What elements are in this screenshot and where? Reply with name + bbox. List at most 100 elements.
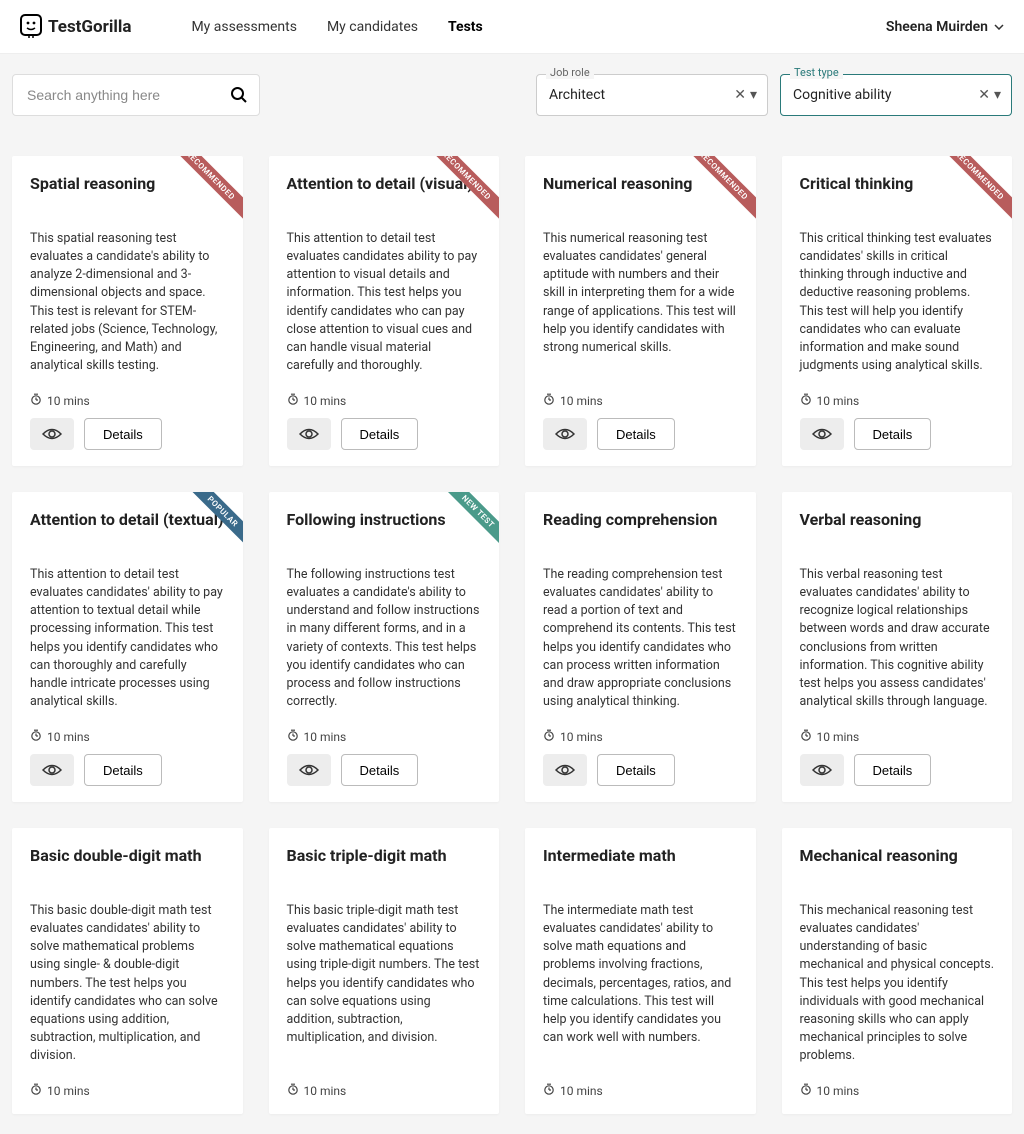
card-time: 10 mins [800, 729, 995, 744]
clock-icon [30, 729, 42, 744]
clock-icon [30, 393, 42, 408]
time-text: 10 mins [304, 1084, 347, 1098]
card-desc: This numerical reasoning test evaluates … [543, 230, 738, 375]
card-time: 10 mins [543, 1083, 738, 1098]
preview-button[interactable] [30, 418, 74, 450]
details-button[interactable]: Details [84, 418, 162, 450]
clock-icon [800, 729, 812, 744]
card-time: 10 mins [287, 393, 482, 408]
details-button[interactable]: Details [854, 754, 932, 786]
testtype-label: Test type [790, 66, 843, 79]
preview-button[interactable] [543, 754, 587, 786]
time-text: 10 mins [47, 1084, 90, 1098]
details-button[interactable]: Details [84, 754, 162, 786]
card-desc: This verbal reasoning test evaluates can… [800, 566, 995, 711]
gorilla-icon [20, 14, 42, 40]
clock-icon [543, 729, 555, 744]
card-time: 10 mins [800, 1083, 995, 1098]
clock-icon [800, 393, 812, 408]
preview-button[interactable] [543, 418, 587, 450]
preview-button[interactable] [287, 754, 331, 786]
card-actions: Details [287, 754, 482, 786]
card-time: 10 mins [287, 729, 482, 744]
card-actions: Details [800, 418, 995, 450]
card-actions: Details [30, 754, 225, 786]
card-title: Attention to detail (textual) [30, 510, 225, 552]
test-card: RECOMMENDEDCritical thinkingThis critica… [782, 156, 1013, 466]
card-time: 10 mins [30, 393, 225, 408]
card-actions: Details [800, 754, 995, 786]
details-button[interactable]: Details [597, 418, 675, 450]
test-card: POPULARAttention to detail (textual)This… [12, 492, 243, 802]
card-title: Intermediate math [543, 846, 738, 888]
card-time: 10 mins [543, 729, 738, 744]
card-desc: This basic double-digit math test evalua… [30, 902, 225, 1065]
jobrole-label: Job role [546, 66, 594, 79]
test-card: RECOMMENDEDAttention to detail (visual)T… [269, 156, 500, 466]
test-card: Mechanical reasoningThis mechanical reas… [782, 828, 1013, 1114]
brand-text: TestGorilla [48, 17, 131, 37]
test-card: RECOMMENDEDSpatial reasoningThis spatial… [12, 156, 243, 466]
jobrole-clear-icon[interactable]: ✕ [734, 87, 746, 103]
card-desc: This attention to detail test evaluates … [287, 230, 482, 375]
preview-button[interactable] [800, 418, 844, 450]
clock-icon [543, 1083, 555, 1098]
card-desc: This attention to detail test evaluates … [30, 566, 225, 711]
user-menu[interactable]: Sheena Muirden [886, 19, 1004, 35]
time-text: 10 mins [47, 730, 90, 744]
testtype-caret-icon[interactable]: ▾ [994, 87, 1001, 103]
details-button[interactable]: Details [854, 418, 932, 450]
time-text: 10 mins [817, 394, 860, 408]
card-time: 10 mins [800, 393, 995, 408]
test-card: Reading comprehensionThe reading compreh… [525, 492, 756, 802]
test-card: Verbal reasoning This verbal reasoning te… [782, 492, 1013, 802]
card-time: 10 mins [30, 1083, 225, 1098]
test-card: RECOMMENDEDNumerical reasoningThis numer… [525, 156, 756, 466]
nav-tests[interactable]: Tests [448, 19, 483, 35]
card-title: Numerical reasoning [543, 174, 738, 216]
clock-icon [287, 729, 299, 744]
time-text: 10 mins [304, 394, 347, 408]
nav-assessments[interactable]: My assessments [191, 19, 297, 35]
card-title: Following instructions [287, 510, 482, 552]
preview-button[interactable] [800, 754, 844, 786]
user-name: Sheena Muirden [886, 19, 988, 35]
details-button[interactable]: Details [597, 754, 675, 786]
details-button[interactable]: Details [341, 418, 419, 450]
card-actions: Details [287, 418, 482, 450]
search-icon[interactable] [230, 86, 248, 104]
test-card: Basic double-digit mathThis basic double… [12, 828, 243, 1114]
search-wrap [12, 74, 260, 116]
card-title: Spatial reasoning [30, 174, 225, 216]
testtype-select[interactable]: Test type Cognitive ability ✕ ▾ [780, 74, 1012, 116]
nav-candidates[interactable]: My candidates [327, 19, 418, 35]
details-button[interactable]: Details [341, 754, 419, 786]
card-title: Verbal reasoning [800, 510, 995, 552]
card-actions: Details [30, 418, 225, 450]
card-title: Mechanical reasoning [800, 846, 995, 888]
clock-icon [287, 393, 299, 408]
card-time: 10 mins [543, 393, 738, 408]
jobrole-caret-icon[interactable]: ▾ [750, 87, 757, 103]
clock-icon [30, 1083, 42, 1098]
time-text: 10 mins [560, 1084, 603, 1098]
preview-button[interactable] [287, 418, 331, 450]
jobrole-select[interactable]: Job role Architect ✕ ▾ [536, 74, 768, 116]
search-input[interactable] [12, 74, 260, 116]
card-title: Attention to detail (visual) [287, 174, 482, 216]
time-text: 10 mins [560, 394, 603, 408]
clock-icon [800, 1083, 812, 1098]
testtype-clear-icon[interactable]: ✕ [978, 87, 990, 103]
clock-icon [543, 393, 555, 408]
testtype-value: Cognitive ability [793, 87, 974, 103]
card-time: 10 mins [287, 1083, 482, 1098]
preview-button[interactable] [30, 754, 74, 786]
nav: My assessments My candidates Tests [191, 19, 482, 35]
logo[interactable]: TestGorilla [20, 14, 131, 40]
topbar: TestGorilla My assessments My candidates… [0, 0, 1024, 54]
test-card: NEW TESTFollowing instructionsThe follow… [269, 492, 500, 802]
card-actions: Details [543, 418, 738, 450]
card-desc: The intermediate math test evaluates can… [543, 902, 738, 1065]
card-desc: This critical thinking test evaluates ca… [800, 230, 995, 375]
card-title: Reading comprehension [543, 510, 738, 552]
